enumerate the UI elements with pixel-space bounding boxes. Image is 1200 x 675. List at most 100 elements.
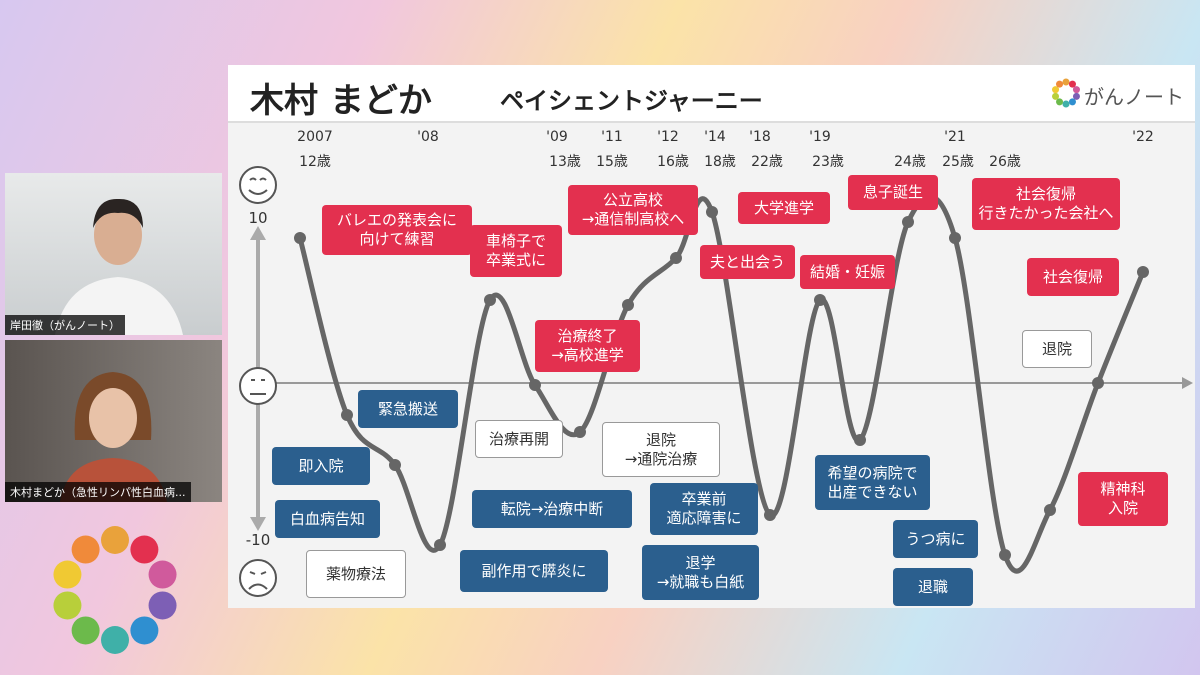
logo-dot	[130, 616, 159, 645]
slide-subtitle: ペイシェントジャーニー	[500, 87, 763, 115]
journey-curve	[297, 194, 1146, 574]
event-callout: 退職	[893, 568, 973, 606]
event-callout: 社会復帰	[1027, 258, 1119, 296]
age-label: 13歳	[549, 154, 581, 170]
logo-dot	[1056, 98, 1064, 106]
logo-ring	[53, 526, 177, 654]
curve-point	[1092, 377, 1104, 389]
logo-dot	[1068, 98, 1076, 106]
year-label: '21	[944, 129, 966, 145]
logo-dot	[130, 535, 159, 564]
slide-header: 木村 まどか ペイシェントジャーニー がんノート	[228, 65, 1195, 123]
logo-dot	[1072, 92, 1080, 100]
age-label: 12歳	[299, 154, 331, 170]
logo-dot	[53, 591, 82, 620]
logo-dot	[148, 591, 177, 620]
age-label: 24歳	[894, 154, 926, 170]
video-tile: 岸田徹（がんノート）	[5, 173, 222, 335]
year-label: '19	[809, 129, 831, 145]
axis-arrow	[1182, 377, 1193, 389]
age-label: 18歳	[704, 154, 736, 170]
curve-point	[529, 379, 541, 391]
event-callout: 車椅子で 卒業式に	[470, 225, 562, 277]
curve-point	[1044, 504, 1056, 516]
event-callout: 大学進学	[738, 192, 830, 224]
event-callout: 夫と出会う	[700, 245, 795, 279]
year-label: '14	[704, 129, 726, 145]
curve-point	[999, 549, 1011, 561]
event-callout: 薬物療法	[306, 550, 406, 598]
logo-icon	[1052, 78, 1080, 108]
event-callout: 白血病告知	[275, 500, 380, 538]
event-callout: 息子誕生	[848, 175, 938, 210]
curve-point	[294, 232, 306, 244]
event-callout: 治療終了 →高校進学	[535, 320, 640, 372]
year-label: 2007	[297, 129, 333, 145]
curve-point	[764, 509, 776, 521]
event-callout: 副作用で膵炎に	[460, 550, 608, 592]
curve-point	[484, 294, 496, 306]
year-label: '09	[546, 129, 568, 145]
curve-point	[622, 299, 634, 311]
event-callout: 退学 →就職も白紙	[642, 545, 759, 600]
logo-dot	[1052, 86, 1060, 94]
event-callout: 卒業前 適応障害に	[650, 483, 758, 535]
logo-dot	[1072, 86, 1080, 94]
event-callout: 緊急搬送	[358, 390, 458, 428]
logo-dot	[1062, 78, 1070, 86]
event-callout: 退院 →通院治療	[602, 422, 720, 477]
participant-name: 木村まどか（急性リンパ性白血病...	[5, 482, 191, 502]
event-callout: 社会復帰 行きたかった会社へ	[972, 178, 1120, 230]
event-callout: 即入院	[272, 447, 370, 485]
curve-point	[854, 434, 866, 446]
age-label: 16歳	[657, 154, 689, 170]
year-label: '11	[601, 129, 623, 145]
event-callout: バレエの発表会に 向けて練習	[322, 205, 472, 255]
curve-point	[902, 216, 914, 228]
event-callout: うつ病に	[893, 520, 978, 558]
age-label: 22歳	[751, 154, 783, 170]
logo-dot	[71, 616, 100, 645]
event-callout: 精神科 入院	[1078, 472, 1168, 526]
event-callout: 転院→治療中断	[472, 490, 632, 528]
event-callout: 希望の病院で 出産できない	[815, 455, 930, 510]
faces	[239, 166, 277, 597]
logo-dot	[101, 626, 129, 654]
age-label: 26歳	[989, 154, 1021, 170]
video-tile: 木村まどか（急性リンパ性白血病...	[5, 340, 222, 502]
logo-dot	[71, 535, 100, 564]
logo-dot	[1056, 80, 1064, 88]
curve-point	[389, 459, 401, 471]
year-label: '22	[1132, 129, 1154, 145]
curve-point	[341, 409, 353, 421]
scale-label: -10	[245, 531, 271, 549]
slide-title: 木村 まどか	[250, 81, 432, 121]
logo-dot	[1052, 92, 1060, 100]
event-callout: 退院	[1022, 330, 1092, 368]
logo-text: がんノート	[1084, 85, 1184, 109]
year-label: '18	[749, 129, 771, 145]
year-label: '08	[417, 129, 439, 145]
logo-dot	[101, 526, 129, 554]
logo-dot	[1062, 100, 1070, 108]
curve-point	[706, 206, 718, 218]
curve-point	[949, 232, 961, 244]
event-callout: 結婚・妊娠	[800, 255, 895, 289]
age-label: 25歳	[942, 154, 974, 170]
event-callout: 治療再開	[475, 420, 563, 458]
participant-name: 岸田徹（がんノート）	[5, 315, 125, 335]
curve-point	[434, 539, 446, 551]
age-label: 15歳	[596, 154, 628, 170]
scale-label: 10	[248, 209, 268, 227]
curve-point	[670, 252, 682, 264]
curve-point	[814, 294, 826, 306]
curve-point	[1137, 266, 1149, 278]
age-label: 23歳	[812, 154, 844, 170]
logo-dot	[1068, 80, 1076, 88]
curve-point	[574, 426, 586, 438]
logo-dot	[148, 560, 177, 589]
year-label: '12	[657, 129, 679, 145]
